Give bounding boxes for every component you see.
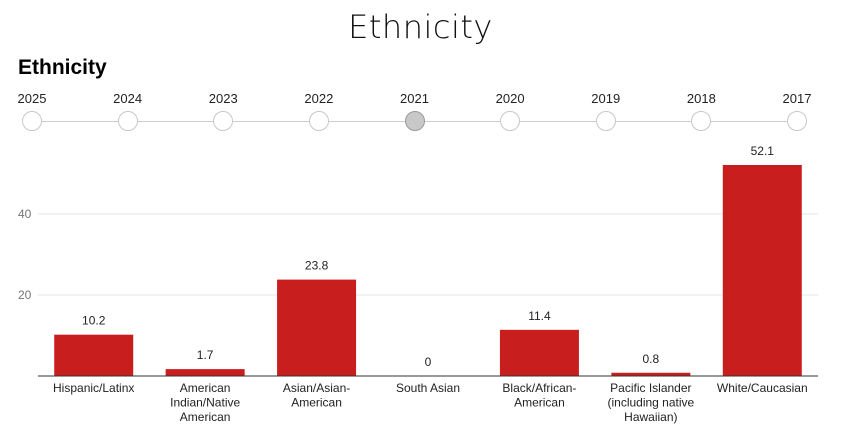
year-dot-2023[interactable]: [213, 111, 234, 131]
bar: [165, 369, 245, 376]
bar: [277, 279, 357, 376]
data-label: 0: [425, 355, 432, 369]
year-dot-2022[interactable]: [308, 111, 329, 131]
data-label: 23.8: [305, 259, 329, 273]
year-label-2020: 2020: [495, 91, 525, 106]
year-dot-2017[interactable]: [787, 111, 807, 131]
x-tick-label: American: [291, 396, 342, 410]
bar: [722, 164, 802, 376]
year-label-2025: 2025: [17, 91, 47, 106]
x-tick-label: White/Caucasian: [717, 381, 808, 395]
x-tick-label: South Asian: [396, 381, 460, 395]
year-dot-2019[interactable]: [595, 111, 616, 131]
year-label-2024: 2024: [113, 91, 143, 106]
year-label-2022: 2022: [304, 91, 334, 106]
x-tick-label: Asian/Asian-: [283, 381, 350, 395]
chart-title: Ethnicity: [18, 56, 107, 79]
x-tick-label: (including native: [607, 396, 694, 410]
x-tick-label: Black/African-: [502, 381, 576, 395]
bar: [611, 372, 691, 376]
bar: [54, 334, 134, 376]
x-tick-label: Indian/Native: [170, 396, 240, 410]
year-dot-2025[interactable]: [22, 111, 42, 131]
x-tick-label: American: [180, 381, 231, 395]
x-tick-label: Hispanic/Latinx: [53, 381, 134, 395]
data-label: 0.8: [643, 352, 660, 366]
data-label: 10.2: [82, 314, 106, 328]
x-tick-label: American: [180, 410, 231, 424]
x-tick-label: American: [514, 396, 565, 410]
data-label: 52.1: [751, 144, 775, 158]
year-dot-2024[interactable]: [117, 111, 138, 131]
year-label-2023: 2023: [208, 91, 238, 106]
year-label-2017: 2017: [782, 91, 812, 106]
bar: [499, 329, 579, 376]
year-dot-2021[interactable]: [404, 111, 425, 131]
y-tick-label: 20: [18, 288, 32, 302]
x-tick-label: Pacific Islander: [610, 381, 691, 395]
page-title: Ethnicity: [348, 8, 493, 46]
y-tick-label: 40: [18, 207, 32, 221]
data-label: 1.7: [197, 348, 214, 362]
year-label-2019: 2019: [591, 91, 621, 106]
year-label-2021: 2021: [400, 91, 429, 106]
year-dot-2020[interactable]: [500, 111, 521, 131]
data-label: 11.4: [528, 309, 551, 323]
year-dot-2018[interactable]: [691, 111, 712, 131]
x-tick-label: Hawaiian): [624, 410, 677, 424]
year-label-2018: 2018: [686, 91, 716, 106]
